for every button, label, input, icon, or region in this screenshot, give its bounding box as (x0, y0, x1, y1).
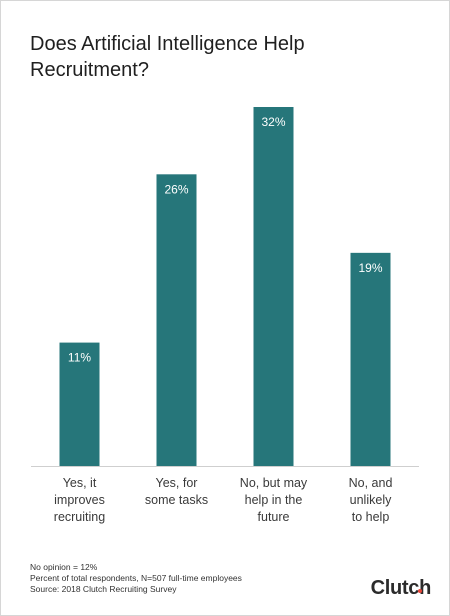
footnote-source: Source: 2018 Clutch Recruiting Survey (30, 584, 177, 594)
footnotes: No opinion = 12% Percent of total respon… (30, 562, 242, 595)
bar-chart: 11%26%32%19% Yes, it improves recruitingYe… (31, 107, 419, 524)
x-axis-labels: Yes, it improves recruiting Yes, for some ta… (54, 476, 393, 524)
x-tick-label-line: unlikely (350, 493, 392, 507)
x-tick-label-1: Yes, it improves recruiting (54, 476, 105, 524)
bar-value-label-2: 26% (164, 182, 188, 196)
x-tick-label-line: future (258, 510, 290, 524)
bar-value-label-3: 32% (261, 115, 285, 129)
bar-1 (59, 342, 100, 466)
clutch-logo-text: Clutch (370, 577, 432, 599)
x-tick-label-line: help in the (245, 493, 303, 507)
x-tick-label-line: Yes, for (156, 476, 198, 490)
x-tick-label-3: No, but may help in the future (240, 476, 308, 524)
x-tick-label-line: recruiting (54, 510, 105, 524)
bar-2 (156, 174, 197, 466)
x-tick-label-line: No, and (349, 476, 393, 490)
x-tick-label-4: No, and unlikely to help (349, 476, 393, 524)
logo-dot-icon (418, 589, 422, 593)
bar-3 (253, 107, 294, 466)
bar-value-label-4: 19% (358, 261, 382, 275)
x-tick-label-line: improves (54, 493, 105, 507)
x-tick-label-line: Yes, it (63, 476, 97, 490)
x-tick-label-line: No, but may (240, 476, 308, 490)
bars-group: 11% 26% 32% 19% (59, 107, 391, 466)
footnote-no-opinion: No opinion = 12% (30, 562, 98, 572)
x-tick-label-line: some tasks (145, 493, 208, 507)
footnote-respondents: Percent of total respondents, N=507 full… (30, 573, 242, 583)
clutch-logo: Clutch (370, 577, 432, 600)
x-tick-label-2: Yes, for some tasks (145, 476, 208, 507)
bar-4 (350, 252, 391, 466)
bar-value-label-1: 11% (68, 351, 91, 365)
chart-title: Does Artificial Intelligence Help Recrui… (30, 33, 305, 81)
x-tick-label-line: to help (352, 510, 390, 524)
